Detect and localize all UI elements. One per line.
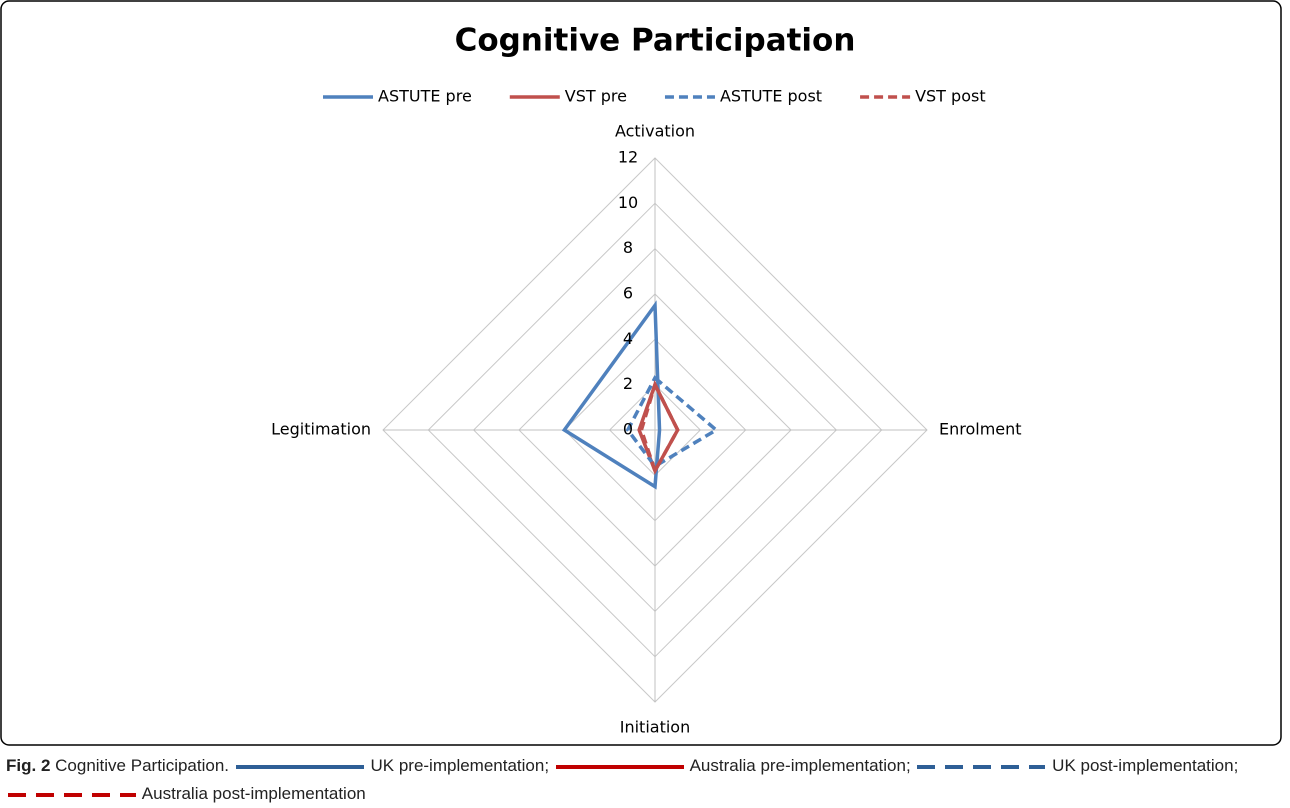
caption-sample <box>8 792 136 797</box>
r-tick-label: 10 <box>618 193 638 212</box>
caption-item: UK pre-implementation; <box>370 756 550 775</box>
caption-sample <box>235 764 364 769</box>
legend-label: VST post <box>915 87 986 106</box>
category-label: Initiation <box>620 718 690 737</box>
category-label: Enrolment <box>939 420 1022 439</box>
chart-title: Cognitive Participation <box>455 23 856 59</box>
caption-item: UK post-implementation; <box>1052 756 1239 775</box>
chart: Cognitive Participation Activation Enrolm… <box>0 0 1282 746</box>
r-tick-label: 12 <box>618 148 638 167</box>
r-tick-label: 4 <box>623 329 633 348</box>
legend-label: ASTUTE pre <box>378 87 472 106</box>
caption: Fig. 2 Cognitive Participation. UK pre-i… <box>6 752 1282 808</box>
category-label: Activation <box>615 122 695 141</box>
caption-item: Australia post-implementation <box>141 784 366 803</box>
series-line <box>625 375 720 469</box>
legend-label: ASTUTE post <box>720 87 822 106</box>
r-tick-label: 6 <box>623 284 633 303</box>
series-line <box>639 379 680 476</box>
category-label: Legitimation <box>271 420 371 439</box>
r-tick-label: 0 <box>623 420 633 439</box>
caption-title: Cognitive Participation. <box>55 756 230 775</box>
caption-sample <box>917 764 1046 769</box>
caption-label: Fig. 2 <box>6 756 51 775</box>
caption-item: Australia pre-implementation; <box>689 756 911 775</box>
r-tick-label: 2 <box>623 374 633 393</box>
chart-border <box>0 0 1282 746</box>
r-tick-label: 8 <box>623 238 633 257</box>
legend-label: VST pre <box>565 87 627 106</box>
caption-sample <box>555 764 684 769</box>
